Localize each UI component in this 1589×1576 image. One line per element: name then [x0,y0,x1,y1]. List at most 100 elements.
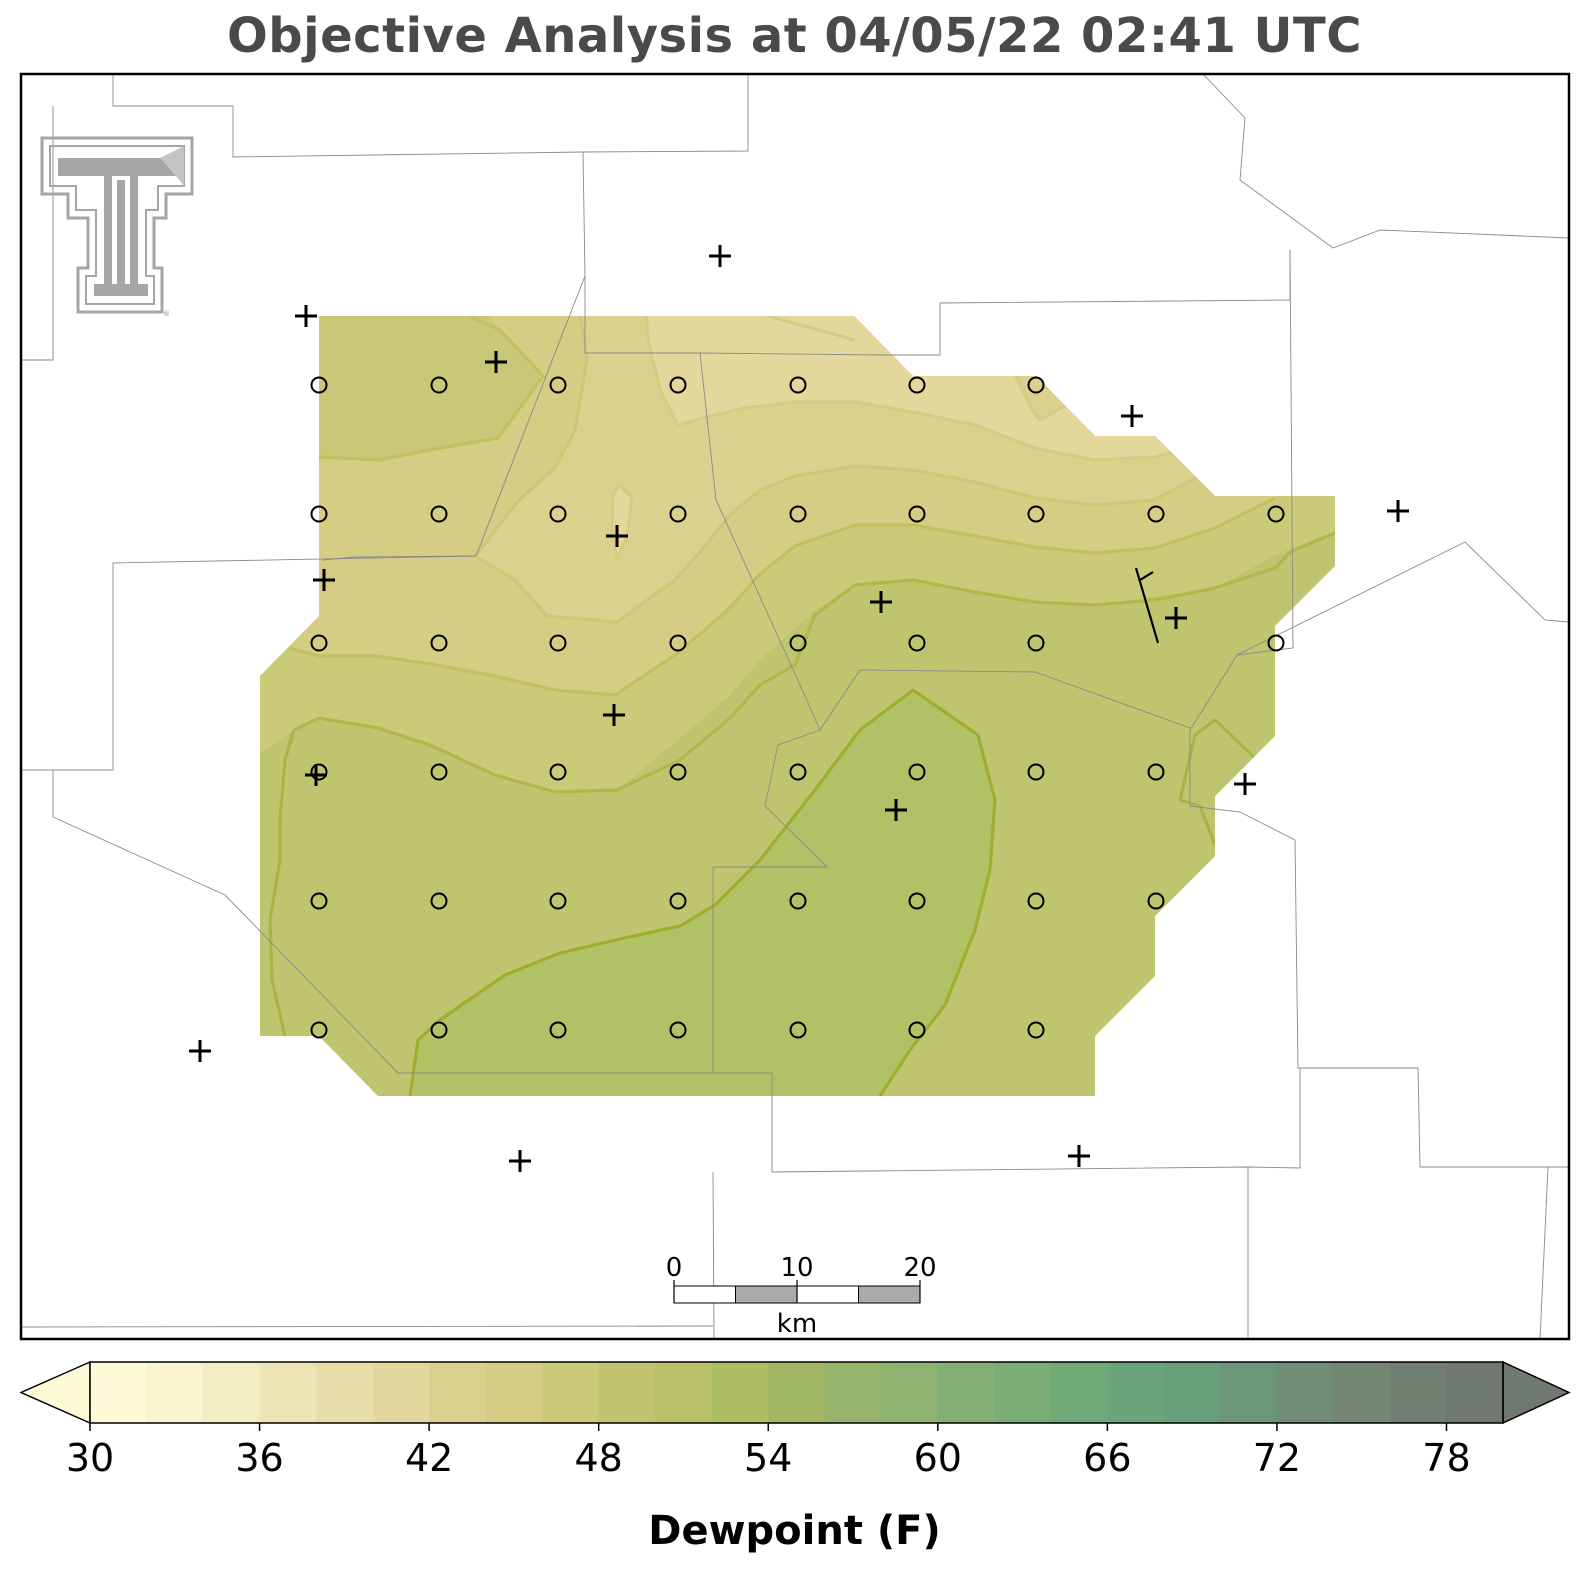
station-plus-3 [1121,405,1143,427]
grid-circle-markers [310,376,1285,1039]
colorbar-tick-label-4: 54 [744,1436,792,1480]
grid-circle-9 [549,505,567,523]
grid-circle-29 [908,763,926,781]
contour-42 [473,316,1216,624]
grid-circle-39 [1147,892,1165,910]
contour-40-pocket [610,483,634,562]
colorbar-bin-18 [1107,1362,1165,1423]
grid-circle-10 [669,505,687,523]
colorbar-bin-16 [994,1362,1052,1423]
fill-band-46-48-northwest [260,316,543,460]
grid-circle-25 [430,763,448,781]
scale-unit: km [777,1309,817,1339]
colorbar-bin-10 [655,1362,713,1423]
fill-band-50-52 [410,690,995,1096]
map-frame [19,72,1571,1341]
colorbar-tick-label-6: 66 [1083,1436,1131,1480]
wind-barb-staff [1134,567,1160,644]
colorbar-label: Dewpoint (F) [648,1508,941,1554]
grid-circle-41 [430,1021,448,1039]
colorbar: 30 36 42 48 54 60 66 72 78 [19,1360,1571,1480]
colorbar-bin-11 [711,1362,769,1423]
contour-48-east [1178,718,1257,846]
colorbar-bin-15 [937,1362,995,1423]
grid-circle-44 [789,1021,807,1039]
contour-40-north [767,316,856,342]
map-title: Objective Analysis at 04/05/22 02:41 UTC [227,8,1362,64]
grid-circle-43 [669,1021,687,1039]
station-plus-11 [885,799,907,821]
grid-circle-38 [1027,892,1045,910]
grid-circle-40 [310,1021,328,1039]
texas-tech-double-t-logo: ® [40,136,194,318]
grid-circle-28 [789,763,807,781]
colorbar-bin-4 [316,1362,374,1423]
colorbar-tick-label-3: 48 [575,1436,623,1480]
colorbar-bin-3 [259,1362,317,1423]
colorbar-bin-9 [598,1362,656,1423]
contour-40 [643,316,1216,462]
colorbar-bin-5 [372,1362,430,1423]
station-plus-2 [485,351,507,373]
colorbar-bin-22 [1333,1362,1391,1423]
grid-circle-45 [908,1021,926,1039]
colorbar-bin-20 [1220,1362,1278,1423]
colorbar-bin-6 [429,1362,487,1423]
dewpoint-fill [260,316,1335,1096]
grid-circle-1 [430,376,448,394]
grid-circle-16 [310,634,328,652]
grid-circle-26 [549,763,567,781]
colorbar-bin-2 [203,1362,261,1423]
station-plus-9 [603,704,625,726]
wind-barb [1134,567,1160,644]
grid-circle-42 [549,1021,567,1039]
contour-50 [408,688,997,1096]
grid-circle-46 [1027,1021,1045,1039]
colorbar-tick-label-7: 72 [1253,1436,1301,1480]
grid-circle-4 [789,376,807,394]
grid-circle-24 [310,763,328,781]
colorbar-bin-24 [1446,1362,1504,1423]
fill-band-48-50-main [260,648,1255,1096]
grid-circle-11 [789,505,807,523]
contour-42-east [1014,375,1067,422]
grid-circle-6 [1027,376,1045,394]
colorbar-bin-0 [90,1362,148,1423]
grid-circle-19 [669,634,687,652]
grid-circle-8 [430,505,448,523]
colorbar-bin-14 [881,1362,939,1423]
grid-circle-12 [908,505,926,523]
station-plus-5 [606,525,628,547]
grid-circle-31 [1147,763,1165,781]
wind-barb-flag [1139,571,1154,581]
grid-circle-22 [1027,634,1045,652]
grid-circle-5 [908,376,926,394]
station-plus-13 [189,1040,211,1062]
colorbar-bin-23 [1389,1362,1448,1423]
station-plus-14 [509,1150,531,1172]
colorbar-extend-low [19,1360,91,1425]
scale-tick-20: 20 [903,1253,936,1283]
grid-circle-2 [549,376,567,394]
grid-circle-20 [789,634,807,652]
contour-44-northwest [318,316,545,462]
grid-circle-13 [1027,505,1045,523]
grid-circle-35 [669,892,687,910]
colorbar-extend-high [1502,1360,1571,1425]
colorbar-tick-label-2: 42 [405,1436,453,1480]
scale-tick-0: 0 [666,1253,683,1283]
colorbar-bin-19 [1163,1362,1221,1423]
grid-circle-33 [430,892,448,910]
grid-circle-34 [549,892,567,910]
colorbar-bin-21 [1276,1362,1335,1423]
colorbar-tick-label-1: 36 [235,1436,283,1480]
scale-tick-10: 10 [780,1253,813,1283]
station-plus-8 [1165,607,1187,629]
colorbar-tick-label-8: 78 [1422,1436,1470,1480]
colorbar-bin-12 [768,1362,826,1423]
station-plus-7 [870,591,892,613]
grid-circle-36 [789,892,807,910]
station-plus-1 [295,305,317,327]
grid-circle-21 [908,634,926,652]
